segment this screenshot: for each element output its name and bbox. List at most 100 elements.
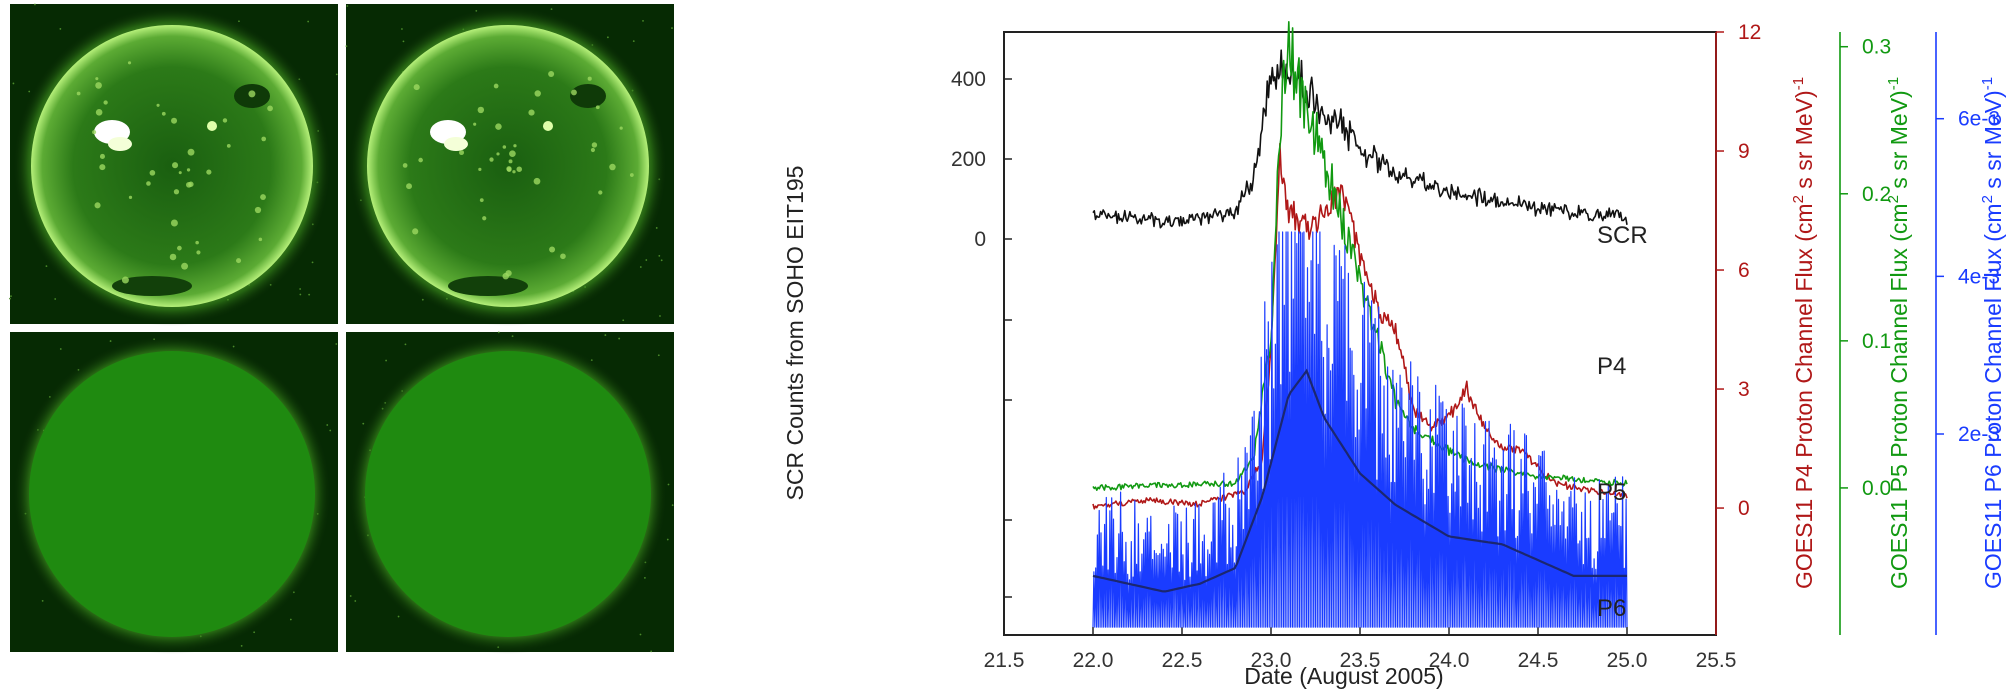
eit195-frame-4-noise — [667, 483, 670, 486]
x-tick-label-22.0: 22.0 — [1073, 649, 1114, 672]
eit195-frame-1-active-region-core — [108, 137, 132, 151]
eit195-frame-1-bright-dot — [170, 219, 178, 227]
eit195-frame-1-bright-dot — [95, 109, 103, 116]
series-label-p5: P5 — [1597, 479, 1626, 506]
eit195-frame-1-bright-dot — [260, 194, 266, 200]
eit195-frame-2-noise — [671, 27, 673, 29]
p5-axis-title: GOES11 P5 Proton Channel Flux (cm2 s sr … — [1885, 77, 1912, 589]
x-tick-label-24.5: 24.5 — [1518, 649, 1559, 672]
eit195-frame-1-bright-dot — [206, 169, 212, 175]
eit195-frame-1-bright-dot — [149, 170, 156, 176]
right_p4-tick-label-2: 6 — [1738, 259, 1750, 282]
eit195-frame-1-bright-dot — [188, 181, 194, 187]
eit195-frame-4-disk-mask — [365, 351, 651, 637]
eit195-frame-3-disk-mask — [29, 351, 315, 637]
eit195-frame-1-bright-dot — [161, 111, 166, 116]
eit195-frame-2-bright-dot — [509, 150, 516, 158]
eit195-frame-2-bright-dot — [493, 83, 499, 89]
eit195-frame-2-bright-dot — [495, 123, 502, 130]
eit195-frame-3-noise — [326, 424, 329, 426]
eit195-frame-3-noise — [59, 348, 62, 350]
eit195-frame-1-bright-dot — [169, 253, 177, 261]
eit195-frame-1-bright-dot — [76, 91, 81, 96]
eit195-frame-4-noise — [666, 538, 669, 541]
eit195-frame-1-noise — [335, 73, 338, 76]
eit195-frame-2-bright-dot — [478, 167, 482, 171]
right_p6-tick-label-1: 4e-3 — [1958, 265, 2000, 288]
eit195-frame-2-disk — [367, 25, 649, 307]
eit195-frame-1-bright-dot — [177, 245, 182, 251]
eit195-frame-2-bright-dot — [473, 122, 477, 126]
eit195-frame-4 — [346, 331, 674, 654]
eit195-frame-2-bright-dot — [418, 157, 423, 163]
eit195-frame-1-bright-dot — [187, 148, 195, 156]
eit195-frame-1-bright-dot — [186, 168, 191, 172]
eit195-frame-4-noise — [639, 633, 642, 636]
eit195-frame-2-noise — [658, 254, 661, 257]
right_p4-tick-label-0: 0 — [1738, 497, 1750, 520]
eit195-frame-1-bright-dot — [258, 237, 263, 242]
eit195-frame-2-active-region-core — [444, 137, 468, 151]
eit195-frame-1-noise — [299, 288, 302, 290]
x-tick-label-23.0: 23.0 — [1251, 649, 1292, 672]
eit195-frame-4-noise — [354, 600, 357, 602]
eit195-frame-3 — [10, 332, 338, 654]
eit195-frame-2-noise — [642, 19, 644, 22]
eit195-frame-2-bright-dot — [482, 216, 487, 221]
eit195-frame-1-noise — [28, 90, 31, 93]
eit195-frame-2-bright-dot — [412, 228, 419, 235]
x-tick-label-21.5: 21.5 — [984, 649, 1025, 672]
eit195-frame-4-noise — [497, 331, 500, 334]
eit195-frame-2-bright-dot — [587, 76, 592, 81]
eit195-frame-2-bright-dot — [502, 145, 507, 149]
eit195-frame-2-bright-dot — [629, 173, 634, 177]
eit195-frame-2-bright-dot — [502, 272, 509, 280]
series-label-scr: SCR — [1597, 222, 1648, 249]
eit195-frame-2-bright-dot — [595, 105, 600, 110]
eit195-frame-2-bright-dot — [528, 109, 535, 116]
eit195-frame-1-bright-dot — [173, 189, 180, 195]
x-axis-title: Date (August 2005) — [1244, 663, 1443, 689]
left-axis-title: SCR Counts from SOHO EIT195 — [782, 166, 808, 501]
eit195-frame-2-noise — [622, 319, 625, 322]
series-line-p6-smoothed — [1092, 368, 1627, 593]
eit195-frame-2-bright-dot — [598, 190, 603, 195]
eit195-frame-2-noise — [645, 259, 648, 261]
eit195-frame-2-noise — [345, 45, 348, 48]
eit195-frame-1-bright-point — [207, 121, 217, 131]
eit195-frame-2-bright-dot — [609, 163, 616, 171]
eit195-frame-2-bright-dot — [533, 177, 541, 185]
eit195-frame-4-noise — [671, 504, 674, 507]
left-tick-label-0: 0 — [974, 228, 986, 251]
eit195-frame-2-bright-dot — [516, 166, 522, 172]
eit195-frame-1-noise — [34, 3, 36, 6]
eit195-frame-2-bright-dot — [413, 84, 420, 91]
eit195-frame-1-noise — [59, 28, 62, 30]
x-tick-label-23.5: 23.5 — [1340, 649, 1381, 672]
eit195-frame-2-bright-dot — [590, 147, 595, 153]
eit195-frame-1-noise — [299, 293, 302, 296]
series-line-p4 — [1092, 142, 1628, 510]
eit195-frame-1-noise — [308, 293, 311, 296]
x-tick-label-24.0: 24.0 — [1429, 649, 1470, 672]
right_p6-tick-label-0: 2e-3 — [1958, 423, 2000, 446]
eit195-frame-1-bright-dot — [226, 143, 231, 148]
x-tick-label-22.5: 22.5 — [1162, 649, 1203, 672]
right_p5-tick-label-2: 0.2 — [1862, 183, 1891, 206]
eit195-frame-1-noise — [307, 20, 310, 23]
eit195-frame-1-bright-dot — [254, 206, 262, 214]
eit195-frame-2-bright-dot — [571, 89, 577, 96]
eit195-frame-1-bright-dot — [103, 100, 108, 105]
eit195-frame-1-bright-dot — [121, 276, 129, 284]
eit195-frame-1-bright-dot — [95, 77, 99, 81]
eit195-frame-2-noise — [660, 259, 663, 262]
eit195-frame-2-bright-dot — [508, 159, 513, 164]
eit195-frame-1-noise — [311, 261, 314, 264]
eit195-frame-2-bright-dot — [402, 163, 408, 168]
eit195-frame-2-bright-dot — [506, 166, 512, 172]
right_p5-tick-label-1: 0.1 — [1862, 330, 1891, 353]
left-tick-label-400: 400 — [951, 68, 986, 91]
chart: 21.5 22.0 22.5 23.0 23.5 24.0 24.5 25.0 25.5 0 20… — [782, 21, 2006, 689]
eit195-frame-3-noise — [109, 340, 112, 342]
